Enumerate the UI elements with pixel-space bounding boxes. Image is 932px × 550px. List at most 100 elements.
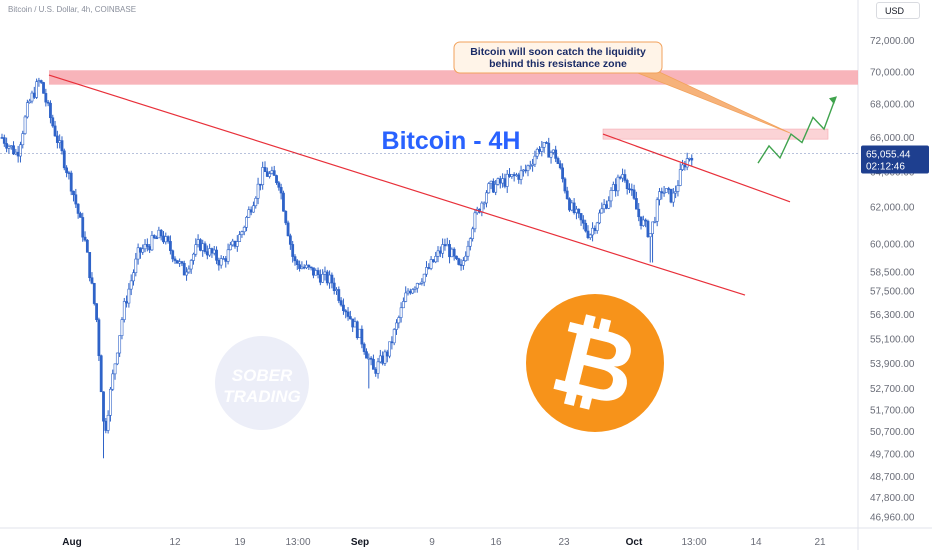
y-axis-tick-label: 58,500.00: [870, 267, 915, 278]
y-axis-tick-label: 60,000.00: [870, 239, 915, 250]
candle-body: [551, 149, 555, 153]
candle-body: [58, 140, 62, 143]
y-axis-tick-label: 62,000.00: [870, 203, 915, 214]
candle-body: [616, 176, 620, 192]
candle-body: [268, 173, 272, 177]
candle-body: [533, 155, 537, 165]
candle-body: [178, 261, 182, 264]
candle-body: [196, 239, 200, 245]
candle-body: [660, 191, 664, 194]
x-axis-tick-label: 14: [750, 537, 762, 548]
candle-body: [155, 237, 158, 240]
candle-body: [240, 231, 244, 235]
candle-body: [369, 357, 373, 360]
callout: Bitcoin will soon catch the liquiditybeh…: [453, 41, 791, 134]
candle-body: [542, 142, 546, 148]
candle-body: [683, 164, 687, 168]
candle-body: [572, 202, 576, 213]
candle-body: [275, 175, 278, 184]
candle-body: [445, 244, 449, 247]
candle-body: [397, 317, 401, 324]
candle-body: [570, 202, 574, 211]
candle-body: [192, 253, 195, 261]
candle-body: [443, 244, 447, 247]
candle-body: [342, 304, 345, 312]
candle-body: [635, 198, 638, 210]
candle-body: [85, 239, 89, 253]
candle-body: [658, 191, 661, 201]
candle-body: [67, 172, 71, 174]
candle-body: [169, 241, 172, 251]
candle-body: [402, 301, 405, 309]
x-axis-tick-label: Oct: [626, 537, 643, 548]
candle-body: [385, 351, 389, 357]
candle-body: [16, 151, 20, 157]
candle-body: [30, 92, 34, 102]
candle-body: [28, 100, 32, 103]
candle-body: [162, 235, 165, 243]
candle-body: [598, 212, 601, 224]
candle-body: [563, 178, 567, 192]
candle-body: [134, 258, 138, 274]
candle-body: [427, 267, 431, 269]
candle-body: [127, 288, 131, 304]
candle-body: [122, 301, 126, 320]
callout-box: [453, 41, 663, 74]
candle-body: [671, 192, 675, 203]
candle-body: [23, 116, 27, 134]
x-axis-tick-label: Aug: [62, 537, 81, 548]
candle-body: [182, 263, 186, 276]
candle-body: [115, 352, 119, 365]
candle-body: [210, 248, 214, 254]
candle-body: [106, 415, 110, 431]
candle-body: [457, 258, 461, 265]
candle-body: [360, 328, 364, 345]
candle-body: [628, 188, 631, 191]
candle-body: [194, 244, 198, 255]
candle-body: [545, 142, 548, 144]
candle-body: [561, 167, 564, 180]
candle-body: [367, 357, 371, 360]
x-axis-tick-label: 13:00: [681, 537, 706, 548]
candle-body: [505, 173, 509, 187]
candle-body: [669, 188, 673, 203]
candle-body: [92, 282, 96, 304]
candle-body: [205, 251, 209, 256]
projection-path: [757, 99, 836, 164]
candle-body: [436, 250, 440, 257]
symbol-title: Bitcoin / U.S. Dollar, 4h, COINBASE: [8, 5, 137, 14]
currency-button[interactable]: USD: [876, 2, 920, 19]
candle-body: [404, 292, 408, 302]
candle-body: [258, 183, 262, 186]
candle-body: [526, 165, 530, 171]
candle-body: [95, 303, 98, 320]
candle-body: [390, 341, 394, 344]
y-axis-tick-label: 66,000.00: [870, 133, 915, 144]
callout-text-line-1: Bitcoin will soon catch the liquidity: [470, 46, 646, 58]
candle-body: [44, 93, 48, 103]
candle-body: [581, 219, 585, 224]
candle-body: [166, 236, 170, 242]
chart-title: Bitcoin - 4H: [382, 127, 521, 155]
candle-body: [593, 227, 597, 231]
candle-body: [208, 248, 212, 256]
candle-body: [90, 277, 94, 284]
candle-body: [531, 163, 535, 166]
candle-body: [198, 239, 202, 251]
candle-body: [420, 281, 424, 284]
candle-body: [305, 264, 308, 269]
y-axis-tick-label: 70,000.00: [870, 67, 915, 78]
candle-body: [637, 208, 641, 218]
y-axis-tick-label: 72,000.00: [870, 36, 915, 47]
candle-body: [378, 355, 382, 363]
candle-body: [485, 192, 488, 204]
candle-body: [217, 260, 221, 266]
candle-body: [355, 321, 359, 339]
candle-body: [452, 248, 456, 257]
candle-body: [339, 300, 343, 306]
candle-body: [600, 208, 604, 214]
candle-body: [415, 283, 419, 289]
candle-body: [685, 158, 689, 168]
candle-body: [586, 230, 590, 238]
